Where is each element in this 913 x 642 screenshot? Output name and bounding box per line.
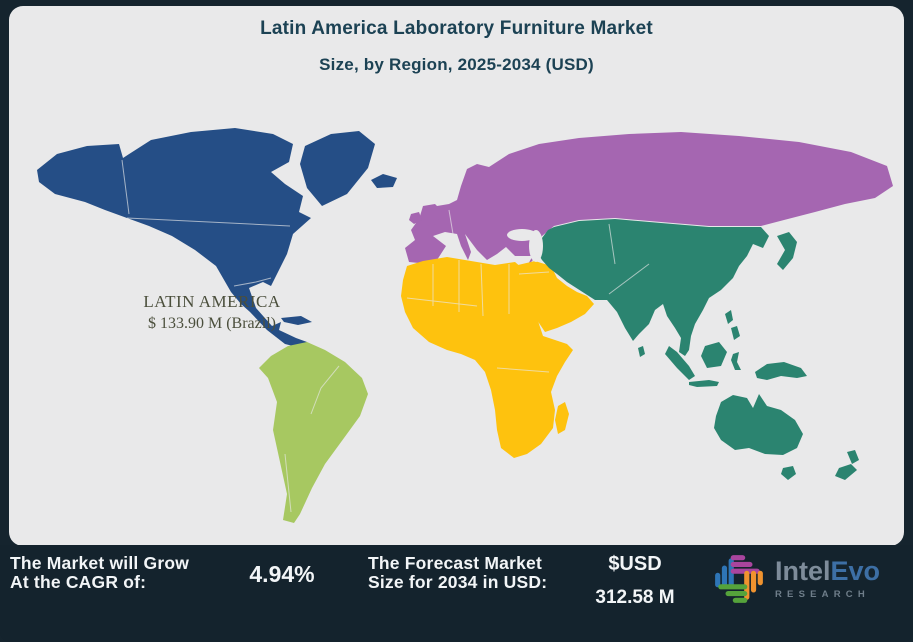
forecast-amount: 312.58 M <box>595 587 675 608</box>
cagr-label: The Market will Grow At the CAGR of: <box>10 554 189 592</box>
region-north-america <box>37 128 397 348</box>
logo-name-evo: Evo <box>830 556 881 586</box>
map-card: Latin America Laboratory Furniture Marke… <box>9 6 904 546</box>
region-asia-pacific <box>537 219 859 480</box>
country-borders <box>121 159 650 513</box>
annotation-region-value: $ 133.90 M (Brazil) <box>148 315 276 332</box>
logo-name-intel: Intel <box>775 556 831 586</box>
region-middle-east-africa <box>401 257 594 458</box>
logo-bars-orange <box>744 570 763 600</box>
logo-bars-blue <box>715 558 734 588</box>
intelevo-logo-icon <box>715 555 763 603</box>
world-map <box>37 128 893 523</box>
intelevo-logo: IntelEvo RESEARCH <box>712 552 880 606</box>
forecast-value: $USD 312.58 M <box>570 553 700 609</box>
footer-bar: The Market will Grow At the CAGR of: 4.9… <box>0 545 913 642</box>
forecast-label-line1: The Forecast Market <box>368 553 542 573</box>
logo-name: IntelEvo <box>775 558 880 585</box>
logo-bars-purple <box>730 555 760 574</box>
logo-subtitle: RESEARCH <box>775 589 870 600</box>
inland-seas <box>507 229 543 262</box>
cagr-label-line2: At the CAGR of: <box>10 571 147 592</box>
logo-bars-green <box>718 584 748 603</box>
annotation-region-name: LATIN AMERICA <box>143 292 281 311</box>
page-title: Latin America Laboratory Furniture Marke… <box>9 18 904 75</box>
forecast-label-line2: Size for 2034 in USD: <box>368 571 548 592</box>
cagr-value: 4.94% <box>249 561 315 587</box>
latin-america-annotation: LATIN AMERICA $ 133.90 M (Brazil) <box>127 292 297 333</box>
cagr-label-line1: The Market will Grow <box>10 553 190 573</box>
world-map-container <box>9 114 913 551</box>
title-line2: Size, by Region, 2025-2034 (USD) <box>319 55 594 74</box>
forecast-label: The Forecast Market Size for 2034 in USD… <box>368 554 547 592</box>
forecast-currency: $USD <box>608 553 662 575</box>
title-line1: Latin America Laboratory Furniture Marke… <box>260 18 653 39</box>
logo-text: IntelEvo RESEARCH <box>775 558 880 601</box>
region-latin-america <box>259 342 368 523</box>
